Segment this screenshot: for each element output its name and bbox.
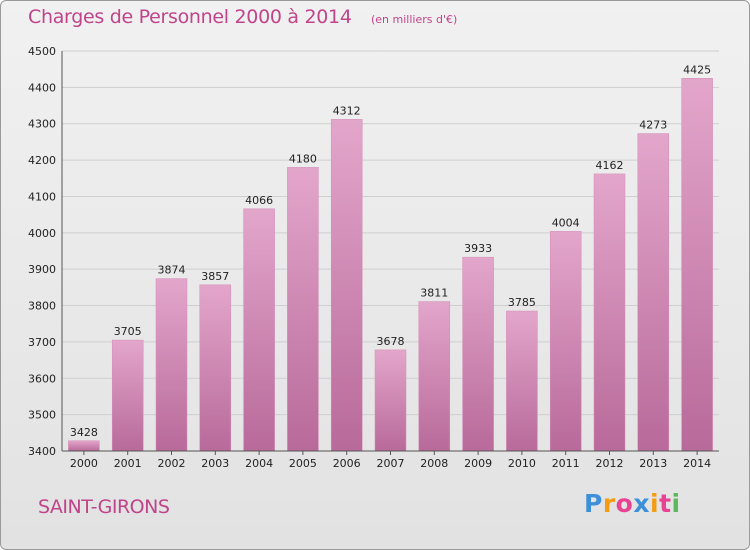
- data-label: 3785: [508, 296, 536, 309]
- data-label: 4004: [552, 216, 580, 229]
- bar: [506, 310, 538, 452]
- data-label: 3811: [420, 287, 448, 300]
- x-tick-label: 2001: [114, 457, 142, 470]
- data-label: 3678: [377, 335, 405, 348]
- y-tick-label: 4300: [28, 118, 56, 131]
- bar: [681, 78, 713, 452]
- city-name: SAINT-GIRONS: [38, 496, 170, 518]
- y-tick-label: 3500: [28, 409, 56, 422]
- axes: 3400 3500 3600 3700 3800 3900 4000 4100 4200 4300…: [28, 45, 719, 470]
- bars: 3428 3705 3874 3857 4066 4180 4312 3678 3811 3933…: [68, 63, 713, 452]
- bar: [111, 339, 144, 452]
- y-tick-label: 4000: [28, 227, 56, 240]
- bar: [243, 208, 275, 452]
- bar: [462, 256, 494, 452]
- bar: [199, 284, 232, 452]
- y-tick-label: 3800: [28, 300, 56, 313]
- x-tick-label: 2012: [596, 457, 624, 470]
- bar: [374, 349, 407, 452]
- x-tick-label: 2011: [552, 457, 580, 470]
- data-label: 4180: [289, 152, 317, 165]
- data-label: 4312: [333, 104, 361, 117]
- x-tick-label: 2006: [333, 457, 361, 470]
- bar: [637, 133, 670, 452]
- bar: [549, 231, 582, 452]
- bar: [330, 119, 363, 452]
- data-label: 3428: [70, 426, 98, 439]
- bar: [287, 167, 319, 452]
- x-tick-label: 2008: [420, 457, 448, 470]
- data-label: 3933: [464, 242, 492, 255]
- y-tick-label: 4500: [28, 45, 56, 58]
- x-tick-label: 2010: [508, 457, 536, 470]
- bar: [593, 173, 626, 452]
- x-tick-label: 2002: [158, 457, 186, 470]
- proxiti-logo[interactable]: Proxiti: [584, 489, 681, 518]
- x-tick-label: 2004: [245, 457, 273, 470]
- chart-subtitle: (en milliers d'€): [371, 13, 458, 26]
- data-label: 4066: [245, 194, 273, 207]
- data-label: 3705: [114, 325, 142, 338]
- x-tick-label: 2013: [639, 457, 667, 470]
- bar: [418, 301, 451, 452]
- y-tick-label: 4400: [28, 81, 56, 94]
- data-label: 3857: [201, 270, 229, 283]
- bar: [155, 278, 188, 452]
- chart-title: Charges de Personnel 2000 à 2014: [28, 6, 352, 28]
- y-tick-label: 3600: [28, 372, 56, 385]
- y-tick-label: 3900: [28, 263, 56, 276]
- y-tick-label: 3700: [28, 336, 56, 349]
- y-tick-label: 3400: [28, 445, 56, 458]
- data-label: 3874: [158, 264, 186, 277]
- data-label: 4425: [683, 63, 711, 76]
- x-tick-label: 2000: [70, 457, 98, 470]
- data-label: 4162: [596, 159, 624, 172]
- x-tick-label: 2009: [464, 457, 492, 470]
- y-tick-label: 4200: [28, 154, 56, 167]
- bar: [68, 440, 100, 452]
- x-tick-label: 2003: [201, 457, 229, 470]
- x-tick-label: 2007: [377, 457, 405, 470]
- y-tick-label: 4100: [28, 190, 56, 203]
- x-tick-label: 2005: [289, 457, 317, 470]
- data-label: 4273: [639, 119, 667, 132]
- x-tick-label: 2014: [683, 457, 711, 470]
